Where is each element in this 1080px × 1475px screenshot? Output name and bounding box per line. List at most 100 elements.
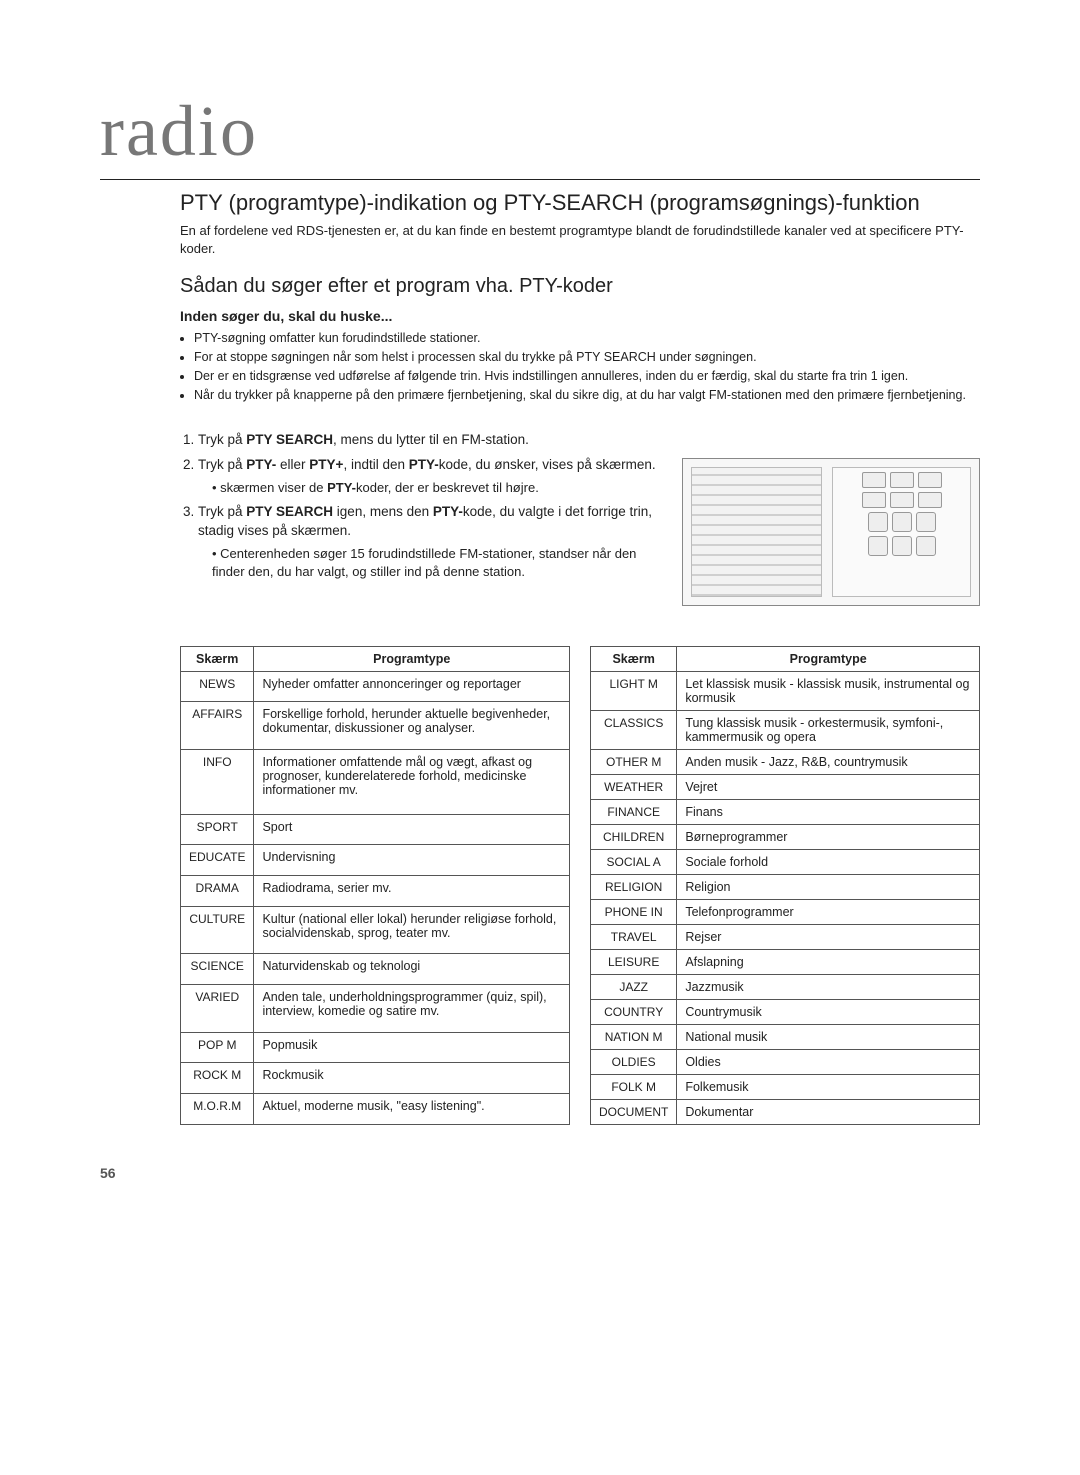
table-header: Skærm: [181, 646, 254, 671]
pty-desc: Rockmusik: [254, 1063, 570, 1094]
pty-code: POP M: [181, 1032, 254, 1063]
pty-code: AFFAIRS: [181, 702, 254, 750]
pty-code: ROCK M: [181, 1063, 254, 1094]
sub-subheading: Inden søger du, skal du huske...: [180, 308, 980, 324]
table-row: CLASSICSTung klassisk musik - orkestermu…: [591, 710, 980, 749]
intro-text: En af fordelene ved RDS-tjenesten er, at…: [180, 222, 980, 257]
table-header: Skærm: [591, 646, 677, 671]
pty-code: FINANCE: [591, 799, 677, 824]
table-row: WEATHERVejret: [591, 774, 980, 799]
table-row: COUNTRYCountrymusik: [591, 999, 980, 1024]
list-item: Tryk på PTY- eller PTY+, indtil den PTY-…: [198, 456, 662, 497]
pty-table-right: Skærm Programtype LIGHT MLet klassisk mu…: [590, 646, 980, 1125]
list-item: For at stoppe søgningen når som helst i …: [194, 349, 980, 366]
table-row: NATION MNational musik: [591, 1024, 980, 1049]
table-row: CHILDRENBørneprogrammer: [591, 824, 980, 849]
pty-desc: Sociale forhold: [677, 849, 980, 874]
pty-desc: Anden musik - Jazz, R&B, countrymusik: [677, 749, 980, 774]
table-row: RELIGIONReligion: [591, 874, 980, 899]
list-item: Der er en tidsgrænse ved udførelse af fø…: [194, 368, 980, 385]
table-row: PHONE INTelefonprogrammer: [591, 899, 980, 924]
table-row: LEISUREAfslapning: [591, 949, 980, 974]
pty-code: LIGHT M: [591, 671, 677, 710]
list-item: Når du trykker på knapperne på den primæ…: [194, 387, 980, 404]
pty-code: NATION M: [591, 1024, 677, 1049]
table-row: POP MPopmusik: [181, 1032, 570, 1063]
notes-list: PTY-søgning omfatter kun forudindstilled…: [180, 330, 980, 404]
pty-desc: Børneprogrammer: [677, 824, 980, 849]
table-row: SCIENCENaturvidenskab og teknologi: [181, 954, 570, 985]
pty-table-left: Skærm Programtype NEWSNyheder omfatter a…: [180, 646, 570, 1125]
pty-desc: Tung klassisk musik - orkestermusik, sym…: [677, 710, 980, 749]
table-row: EDUCATEUndervisning: [181, 845, 570, 876]
pty-desc: Radiodrama, serier mv.: [254, 875, 570, 906]
pty-code: SCIENCE: [181, 954, 254, 985]
pty-desc: Let klassisk musik - klassisk musik, ins…: [677, 671, 980, 710]
table-row: DRAMARadiodrama, serier mv.: [181, 875, 570, 906]
table-row: JAZZJazzmusik: [591, 974, 980, 999]
list-item: PTY-søgning omfatter kun forudindstilled…: [194, 330, 980, 347]
section-title: PTY (programtype)-indikation og PTY-SEAR…: [180, 190, 980, 216]
pty-desc: Jazzmusik: [677, 974, 980, 999]
pty-desc: Naturvidenskab og teknologi: [254, 954, 570, 985]
pty-code: LEISURE: [591, 949, 677, 974]
table-row: SPORTSport: [181, 814, 570, 845]
pty-desc: Religion: [677, 874, 980, 899]
table-row: SOCIAL ASociale forhold: [591, 849, 980, 874]
table-row: AFFAIRSForskellige forhold, herunder akt…: [181, 702, 570, 750]
pty-code: JAZZ: [591, 974, 677, 999]
pty-code: COUNTRY: [591, 999, 677, 1024]
pty-code: SOCIAL A: [591, 849, 677, 874]
table-row: FINANCEFinans: [591, 799, 980, 824]
pty-code: CLASSICS: [591, 710, 677, 749]
remote-right-panel: [832, 467, 971, 597]
table-row: VARIEDAnden tale, underholdningsprogramm…: [181, 984, 570, 1032]
pty-desc: Popmusik: [254, 1032, 570, 1063]
pty-code: FOLK M: [591, 1074, 677, 1099]
pty-desc: Dokumentar: [677, 1099, 980, 1124]
pty-code: DOCUMENT: [591, 1099, 677, 1124]
page-number: 56: [100, 1165, 980, 1181]
pty-code: DRAMA: [181, 875, 254, 906]
pty-desc: Sport: [254, 814, 570, 845]
steps-list: Tryk på PTY SEARCH, mens du lytter til e…: [180, 431, 662, 587]
pty-code: SPORT: [181, 814, 254, 845]
pty-code: EDUCATE: [181, 845, 254, 876]
pty-code: CULTURE: [181, 906, 254, 954]
table-row: TRAVELRejser: [591, 924, 980, 949]
table-row: CULTUREKultur (national eller lokal) her…: [181, 906, 570, 954]
pty-desc: Telefonprogrammer: [677, 899, 980, 924]
pty-desc: Undervisning: [254, 845, 570, 876]
table-row: LIGHT MLet klassisk musik - klassisk mus…: [591, 671, 980, 710]
brand-title: radio: [100, 90, 980, 180]
table-row: OTHER MAnden musik - Jazz, R&B, countrym…: [591, 749, 980, 774]
subheading: Sådan du søger efter et program vha. PTY…: [180, 275, 980, 298]
table-row: DOCUMENTDokumentar: [591, 1099, 980, 1124]
table-row: NEWSNyheder omfatter annonceringer og re…: [181, 671, 570, 702]
pty-desc: Kultur (national eller lokal) herunder r…: [254, 906, 570, 954]
table-header: Programtype: [254, 646, 570, 671]
pty-desc: Forskellige forhold, herunder aktuelle b…: [254, 702, 570, 750]
pty-desc: Informationer omfattende mål og vægt, af…: [254, 749, 570, 814]
pty-code: NEWS: [181, 671, 254, 702]
pty-desc: National musik: [677, 1024, 980, 1049]
pty-desc: Anden tale, underholdningsprogrammer (qu…: [254, 984, 570, 1032]
pty-desc: Afslapning: [677, 949, 980, 974]
pty-code: WEATHER: [591, 774, 677, 799]
table-row: INFOInformationer omfattende mål og vægt…: [181, 749, 570, 814]
list-item: Tryk på PTY SEARCH igen, mens den PTY-ko…: [198, 503, 662, 581]
pty-code: CHILDREN: [591, 824, 677, 849]
pty-code: TRAVEL: [591, 924, 677, 949]
remote-illustration: [682, 458, 980, 606]
table-row: OLDIESOldies: [591, 1049, 980, 1074]
pty-code: OLDIES: [591, 1049, 677, 1074]
pty-desc: Folkemusik: [677, 1074, 980, 1099]
pty-desc: Countrymusik: [677, 999, 980, 1024]
table-row: ROCK MRockmusik: [181, 1063, 570, 1094]
pty-desc: Aktuel, moderne musik, "easy listening".: [254, 1093, 570, 1124]
table-row: M.O.R.MAktuel, moderne musik, "easy list…: [181, 1093, 570, 1124]
pty-code: PHONE IN: [591, 899, 677, 924]
pty-code: OTHER M: [591, 749, 677, 774]
list-item: Tryk på PTY SEARCH, mens du lytter til e…: [198, 431, 662, 450]
pty-desc: Finans: [677, 799, 980, 824]
